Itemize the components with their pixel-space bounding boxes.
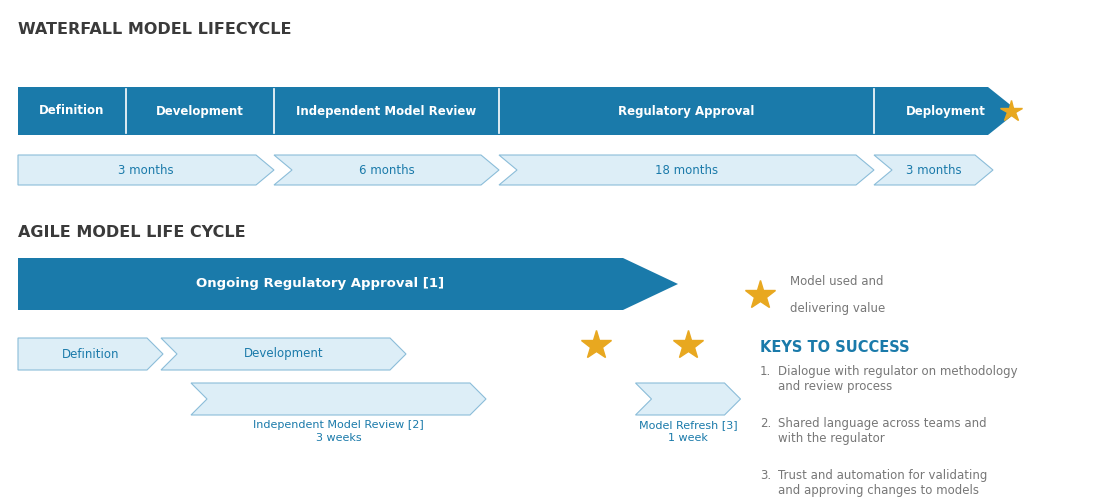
Text: Shared language across teams and: Shared language across teams and — [778, 417, 987, 430]
Text: Definition: Definition — [62, 348, 119, 360]
Text: WATERFALL MODEL LIFECYCLE: WATERFALL MODEL LIFECYCLE — [18, 22, 291, 37]
Text: Regulatory Approval: Regulatory Approval — [618, 104, 755, 118]
Text: 6 months: 6 months — [359, 164, 414, 176]
Text: Development: Development — [244, 348, 323, 360]
Polygon shape — [636, 383, 741, 415]
Text: KEYS TO SUCCESS: KEYS TO SUCCESS — [760, 340, 910, 355]
Text: 3.: 3. — [760, 469, 771, 482]
Text: Independent Model Review: Independent Model Review — [296, 104, 477, 118]
Polygon shape — [874, 155, 992, 185]
Text: 3 months: 3 months — [905, 164, 962, 176]
Text: delivering value: delivering value — [790, 302, 885, 315]
Text: 3 weeks: 3 weeks — [316, 433, 361, 443]
Polygon shape — [274, 155, 499, 185]
Text: Definition: Definition — [40, 104, 105, 118]
Text: Trust and automation for validating: Trust and automation for validating — [778, 469, 987, 482]
Text: Deployment: Deployment — [906, 104, 986, 118]
Text: and review process: and review process — [778, 380, 892, 393]
Polygon shape — [499, 155, 874, 185]
Text: Independent Model Review [2]: Independent Model Review [2] — [253, 420, 424, 430]
Polygon shape — [191, 383, 486, 415]
Text: Dialogue with regulator on methodology: Dialogue with regulator on methodology — [778, 365, 1018, 378]
Text: and approving changes to models: and approving changes to models — [778, 484, 979, 497]
Polygon shape — [18, 258, 678, 310]
Text: 1 week: 1 week — [668, 433, 708, 443]
Text: Ongoing Regulatory Approval [1]: Ongoing Regulatory Approval [1] — [197, 278, 445, 290]
Text: 3 months: 3 months — [118, 164, 173, 176]
Text: Model used and: Model used and — [790, 275, 883, 288]
Polygon shape — [18, 87, 1018, 135]
Text: 2.: 2. — [760, 417, 772, 430]
Text: AGILE MODEL LIFE CYCLE: AGILE MODEL LIFE CYCLE — [18, 225, 245, 240]
Text: 1.: 1. — [760, 365, 772, 378]
Text: 18 months: 18 months — [655, 164, 718, 176]
Polygon shape — [161, 338, 406, 370]
Polygon shape — [18, 155, 274, 185]
Text: Development: Development — [156, 104, 244, 118]
Text: Model Refresh [3]: Model Refresh [3] — [639, 420, 737, 430]
Text: with the regulator: with the regulator — [778, 432, 884, 445]
Polygon shape — [18, 338, 163, 370]
